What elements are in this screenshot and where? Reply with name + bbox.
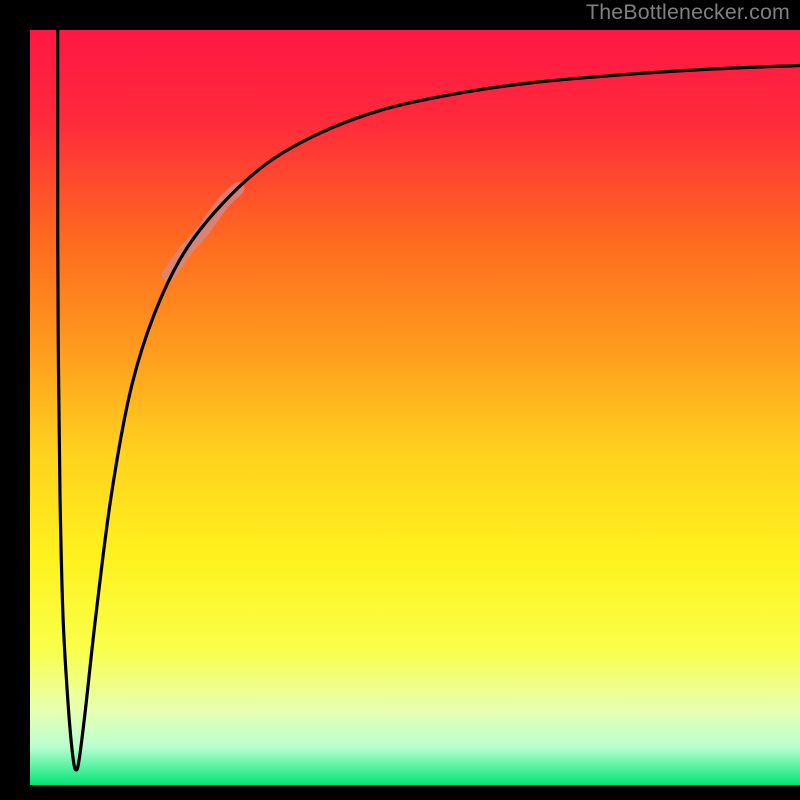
chart-canvas: TheBottlenecker.com — [0, 0, 800, 800]
plot-area — [30, 30, 800, 785]
watermark-text: TheBottlenecker.com — [586, 0, 790, 25]
curve-layer — [30, 30, 800, 785]
bottleneck-curve — [58, 30, 800, 770]
